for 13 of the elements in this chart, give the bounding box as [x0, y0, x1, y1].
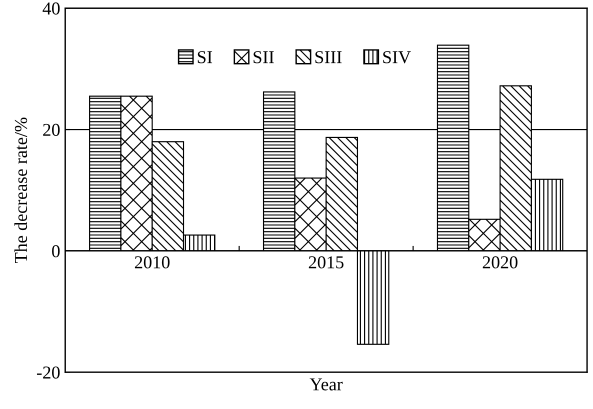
y-tick-label: 0	[52, 245, 60, 258]
y-tick-label: 40	[42, 2, 60, 15]
y-tick-label: -20	[36, 366, 60, 379]
legend-label: SIII	[315, 51, 342, 64]
legend-label: SII	[254, 51, 274, 64]
y-tick-label: 20	[43, 124, 60, 136]
x-tick-label: 2015	[308, 256, 344, 268]
x-tick-label: 2020	[482, 256, 518, 268]
legend-label: SIV	[383, 51, 411, 64]
legend-label: SI	[198, 51, 212, 64]
x-tick-label: 2010	[134, 256, 170, 268]
y-axis-title: The decrease rate/%	[14, 118, 28, 264]
x-axis-title: Year	[310, 378, 343, 390]
